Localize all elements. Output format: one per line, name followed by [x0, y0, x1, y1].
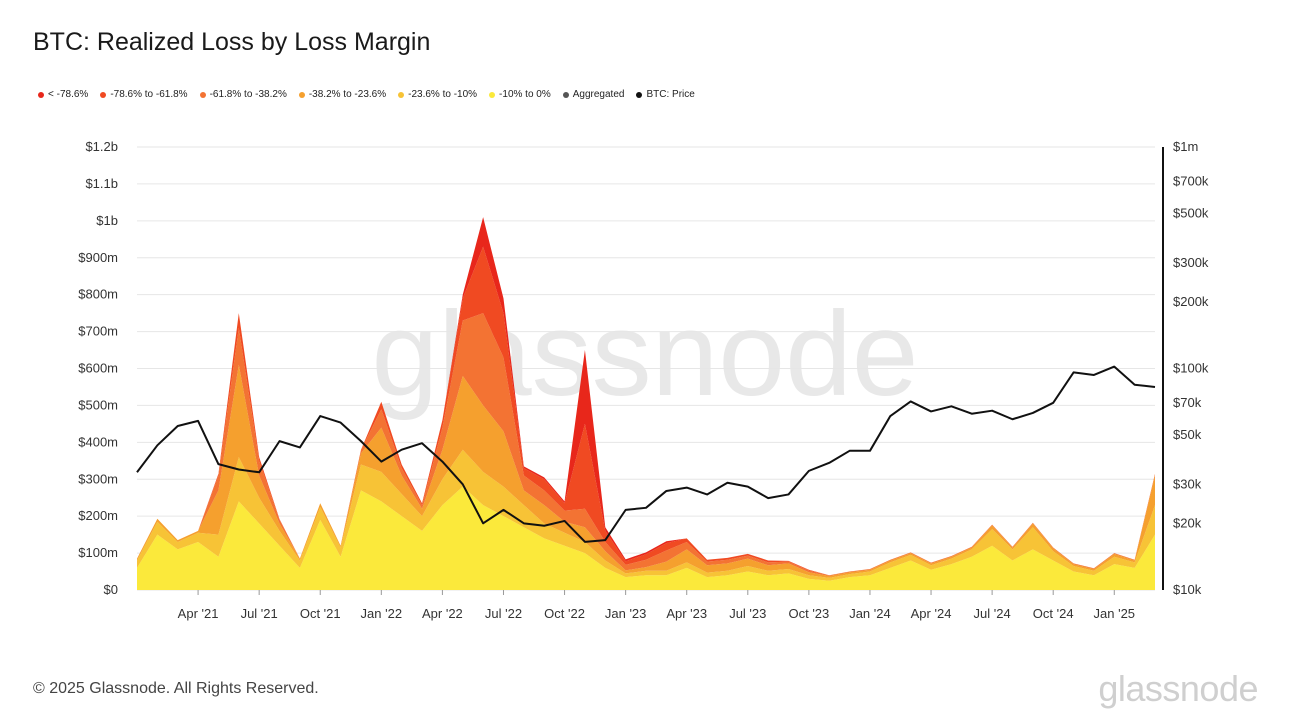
legend-label: < -78.6% — [48, 89, 89, 100]
legend-dot — [636, 91, 643, 98]
y-right-tick-label: $700k — [1173, 173, 1209, 188]
x-tick-label: Jan '24 — [849, 606, 891, 621]
y-right-tick-label: $70k — [1173, 395, 1202, 410]
x-tick-label: Oct '23 — [788, 606, 829, 621]
y-axis-left: $0 $100m $200m $300m $400m $500m $600m $700m $80… — [78, 139, 118, 597]
legend-dot — [38, 91, 44, 98]
y-tick-label: $400m — [78, 434, 118, 449]
x-tick-label: Jan '23 — [605, 606, 647, 621]
chart-legend: < -78.6% -78.6% to -61.8% -61.8% to -38.… — [38, 89, 695, 100]
y-tick-label: $1.2b — [85, 139, 118, 154]
x-tick-label: Jul '21 — [241, 606, 278, 621]
x-tick-label: Apr '21 — [178, 606, 219, 621]
x-tick-label: Jul '24 — [974, 606, 1011, 621]
y-tick-label: $900m — [78, 250, 118, 265]
legend-label: Aggregated — [572, 89, 625, 100]
legend-item-btc-price[interactable]: BTC: Price — [636, 89, 695, 100]
x-tick-label: Apr '23 — [666, 606, 707, 621]
legend-label: -78.6% to -61.8% — [110, 89, 188, 100]
legend-dot — [489, 91, 496, 98]
legend-label: -23.6% to -10% — [408, 89, 478, 100]
x-tick-label: Oct '24 — [1033, 606, 1074, 621]
y-tick-label: $1b — [96, 213, 118, 228]
y-right-tick-label: $200k — [1173, 294, 1209, 309]
x-tick-label: Apr '24 — [911, 606, 952, 621]
y-axis-right: $1m $700k $500k $300k $200k $100k $70k $50k $30k… — [1162, 139, 1209, 597]
y-right-tick-label: $20k — [1173, 515, 1202, 530]
x-tick-label: Oct '22 — [544, 606, 585, 621]
area-series--23-6-to-10- — [137, 449, 1155, 581]
x-tick-label: Oct '21 — [300, 606, 341, 621]
y-right-tick-label: $300k — [1173, 255, 1209, 270]
y-right-tick-label: $100k — [1173, 361, 1209, 376]
y-right-tick-label: $500k — [1173, 206, 1209, 221]
y-tick-label: $0 — [104, 582, 118, 597]
y-tick-label: $100m — [78, 545, 118, 560]
x-tick-label: Jul '23 — [729, 606, 766, 621]
y-tick-label: $500m — [78, 397, 118, 412]
y-tick-label: $1.1b — [85, 176, 118, 191]
legend-label: -10% to 0% — [499, 89, 551, 100]
y-right-tick-label: $10k — [1173, 582, 1202, 597]
legend-item-loss-below-78[interactable]: < -78.6% — [38, 89, 88, 100]
y-tick-label: $300m — [78, 471, 118, 486]
y-right-tick-label: $1m — [1173, 139, 1198, 154]
legend-dot — [199, 91, 206, 98]
legend-dot — [100, 91, 107, 98]
y-tick-label: $800m — [78, 287, 118, 302]
btc-price-line — [136, 365, 1156, 543]
y-right-tick-label: $50k — [1173, 427, 1202, 442]
legend-item-loss-38-to-24[interactable]: -38.2% to -23.6% — [298, 89, 387, 100]
legend-item-aggregated[interactable]: Aggregated — [562, 89, 625, 100]
y-tick-label: $700m — [78, 324, 118, 339]
y-tick-label: $600m — [78, 361, 118, 376]
x-tick-label: Jan '22 — [361, 606, 403, 621]
legend-label: -38.2% to -23.6% — [308, 89, 387, 100]
gridlines — [137, 146, 1155, 591]
legend-item-loss-78-to-62[interactable]: -78.6% to -61.8% — [100, 89, 188, 100]
legend-label: BTC: Price — [646, 89, 695, 100]
y-tick-label: $200m — [78, 508, 118, 523]
x-axis: Apr '21 Jul '21 Oct '21 Jan '22 Apr '22 Jul '… — [178, 590, 1135, 621]
legend-dot — [562, 91, 569, 98]
legend-dot — [398, 91, 405, 98]
copyright: © 2025 Glassnode. All Rights Reserved. — [33, 680, 319, 697]
area-series--61-8-to-38-2- — [137, 313, 1155, 576]
legend-item-loss-24-to-10[interactable]: -23.6% to -10% — [398, 89, 477, 100]
x-tick-label: Jul '22 — [485, 606, 522, 621]
y-right-tick-label: $30k — [1173, 476, 1202, 491]
legend-item-loss-10-to-0[interactable]: -10% to 0% — [489, 89, 551, 100]
price-line-group — [136, 365, 1156, 543]
stacked-areas — [137, 217, 1155, 590]
area-series--38-2-to-23-6- — [137, 364, 1155, 578]
x-tick-label: Jan '25 — [1094, 606, 1136, 621]
legend-item-loss-62-to-38[interactable]: -61.8% to -38.2% — [199, 89, 287, 100]
chart-title: BTC: Realized Loss by Loss Margin — [33, 28, 431, 56]
brand-logo: glassnode — [1098, 668, 1258, 709]
legend-dot — [298, 91, 305, 98]
legend-label: -61.8% to -38.2% — [209, 89, 287, 100]
x-tick-label: Apr '22 — [422, 606, 463, 621]
